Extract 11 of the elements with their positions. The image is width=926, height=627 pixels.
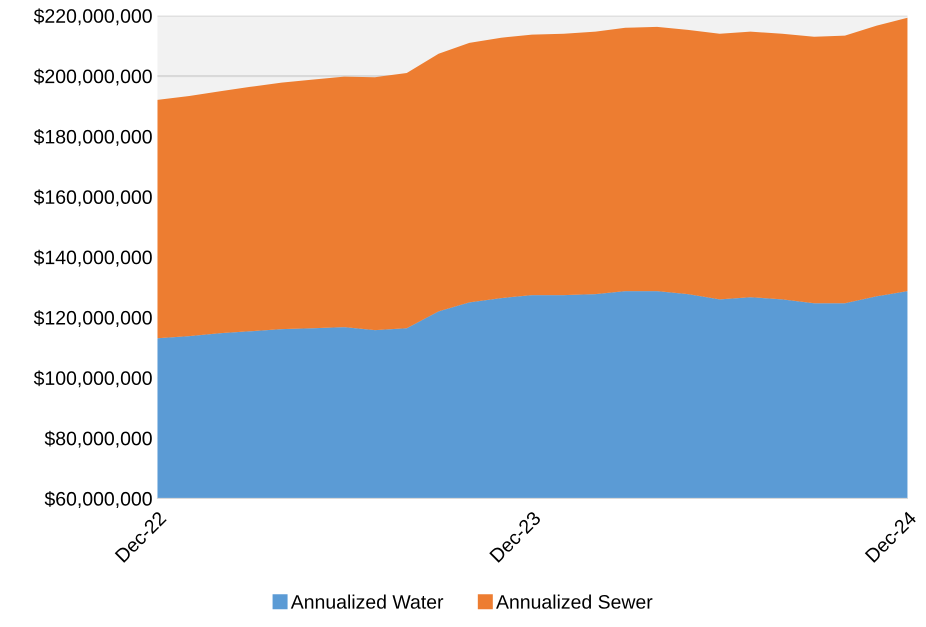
y-tick-label: $120,000,000 bbox=[34, 310, 152, 327]
y-tick-label: $220,000,000 bbox=[34, 8, 152, 26]
y-tick-label: $80,000,000 bbox=[44, 430, 152, 448]
legend-label: Annualized Water bbox=[290, 594, 444, 609]
y-tick-label: $180,000,000 bbox=[34, 129, 152, 146]
y-tick-label: $100,000,000 bbox=[34, 370, 152, 388]
legend-label: Annualized Sewer bbox=[496, 594, 652, 609]
y-tick-label: $160,000,000 bbox=[34, 189, 152, 206]
y-tick-label: $200,000,000 bbox=[34, 68, 152, 86]
y-tick-label: $140,000,000 bbox=[34, 250, 152, 267]
y-tick-label: $60,000,000 bbox=[44, 491, 152, 508]
